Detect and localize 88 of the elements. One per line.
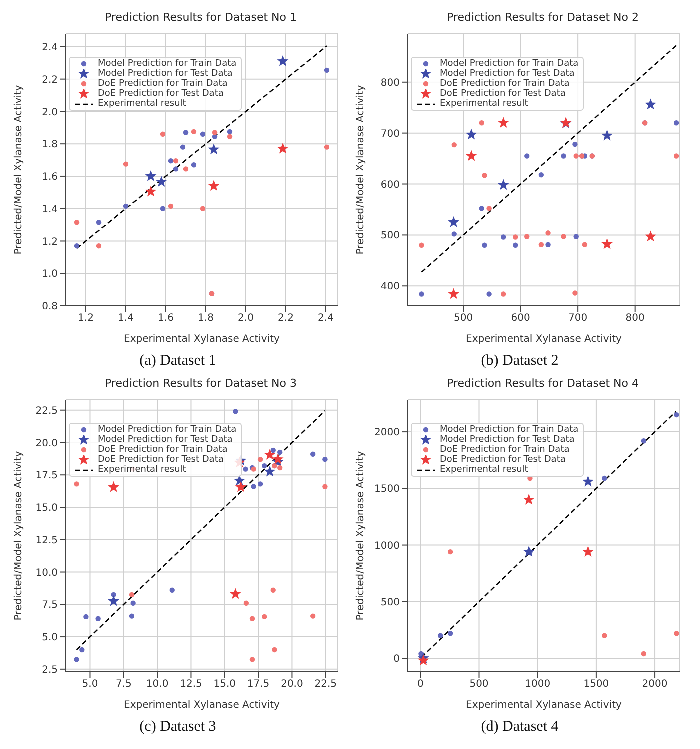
- x-axis-title: Experimental Xylanase Activity: [466, 334, 622, 345]
- x-tick-label: 500: [454, 313, 474, 324]
- y-tick-label: 800: [380, 78, 400, 89]
- x-tick-label: 2.2: [278, 313, 294, 324]
- x-axis-title: Experimental Xylanase Activity: [124, 334, 280, 345]
- legend-label: Model Prediction for Test Data: [440, 69, 575, 79]
- x-tick-label: 700: [568, 313, 588, 324]
- x-tick-label: 10.0: [146, 679, 169, 690]
- x-tick-label: 500: [470, 679, 489, 690]
- x-tick-label: 1000: [525, 679, 551, 690]
- legend-label: Model Prediction for Train Data: [98, 425, 237, 435]
- x-axis-title: Experimental Xylanase Activity: [466, 700, 622, 711]
- x-tick-label: 5.0: [82, 679, 98, 690]
- legend-label: Model Prediction for Train Data: [440, 425, 579, 435]
- text: (c) Dataset 3: [138, 718, 218, 737]
- y-tick-label: 0: [394, 654, 400, 666]
- y-tick-label: 1.8: [42, 140, 58, 151]
- y-tick-label: 600: [380, 180, 400, 191]
- legend-label: DoE Prediction for Train Data: [440, 445, 570, 455]
- x-tick-label: 1.6: [158, 313, 174, 324]
- y-axis-title: Predicted/Model Xylanase Activity: [356, 451, 367, 621]
- x-tick-label: 7.5: [116, 679, 132, 690]
- y-tick-label: 1.6: [42, 172, 58, 184]
- y-tick-label: 1.4: [42, 204, 58, 216]
- y-tick-label: 700: [380, 128, 400, 140]
- y-tick-label: 22.5: [36, 406, 58, 417]
- legend-label: Experimental result: [98, 99, 186, 109]
- text: (a) Dataset 1: [138, 352, 218, 371]
- x-tick-label: 2000: [642, 679, 668, 690]
- y-axis-title: Predicted/Model Xylanase Activity: [356, 85, 367, 255]
- x-tick-label: 2.4: [318, 313, 334, 324]
- legend-label: DoE Prediction for Train Data: [440, 79, 570, 89]
- legend-label: DoE Prediction for Test Data: [98, 455, 224, 465]
- legend-label: Model Prediction for Test Data: [98, 435, 233, 445]
- legend-label: DoE Prediction for Train Data: [98, 445, 228, 455]
- chart-title: Prediction Results for Dataset No 4: [446, 376, 640, 392]
- y-tick-label: 5.0: [42, 632, 58, 644]
- x-tick-label: 800: [626, 313, 645, 324]
- y-tick-label: 2.5: [42, 664, 58, 676]
- chart-title: Prediction Results for Dataset No 1: [104, 10, 298, 26]
- y-tick-label: 2.4: [42, 42, 58, 54]
- legend-label: DoE Prediction for Train Data: [98, 79, 228, 89]
- y-tick-label: 1.2: [42, 236, 58, 248]
- x-axis-title: Experimental Xylanase Activity: [124, 700, 280, 711]
- x-tick-label: 1.4: [118, 313, 134, 324]
- chart-title: Prediction Results for Dataset No 3: [104, 376, 298, 392]
- y-axis-title: Predicted/Model Xylanase Activity: [14, 85, 25, 255]
- legend-label: Model Prediction for Test Data: [440, 435, 575, 445]
- y-tick-label: 20.0: [36, 438, 58, 450]
- y-tick-label: 0.8: [42, 302, 58, 313]
- legend-label: DoE Prediction for Test Data: [440, 455, 566, 465]
- legend-label: Model Prediction for Train Data: [440, 59, 579, 69]
- y-tick-label: 2.0: [42, 107, 58, 118]
- x-tick-label: 0: [417, 679, 424, 690]
- chart-title: Prediction Results for Dataset No 2: [446, 10, 640, 26]
- y-tick-label: 12.5: [36, 535, 58, 546]
- y-tick-label: 17.5: [36, 470, 58, 482]
- y-tick-label: 2000: [374, 428, 400, 439]
- x-tick-label: 1.2: [78, 313, 94, 324]
- x-tick-label: 20.0: [281, 679, 304, 690]
- legend-label: Experimental result: [440, 465, 528, 475]
- y-tick-label: 1500: [374, 484, 400, 496]
- legend-label: DoE Prediction for Test Data: [98, 89, 224, 99]
- x-tick-label: 1.8: [198, 313, 214, 324]
- legend-label: Model Prediction for Train Data: [98, 59, 237, 69]
- y-tick-label: 10.0: [36, 568, 58, 579]
- x-tick-label: 600: [511, 313, 530, 324]
- legend-label: Experimental result: [440, 99, 528, 109]
- legend-label: Experimental result: [98, 465, 186, 475]
- y-axis-title: Predicted/Model Xylanase Activity: [14, 451, 25, 621]
- x-tick-label: 12.5: [180, 679, 202, 690]
- y-tick-label: 500: [380, 597, 400, 608]
- x-tick-label: 2.0: [238, 313, 254, 324]
- x-tick-label: 1500: [584, 679, 610, 690]
- y-tick-label: 2.2: [42, 74, 58, 86]
- y-tick-label: 400: [380, 282, 400, 293]
- legend-label: DoE Prediction for Test Data: [440, 89, 566, 99]
- y-tick-label: 1000: [374, 540, 400, 552]
- text: (d) Dataset 4: [480, 718, 560, 737]
- y-tick-label: 500: [380, 230, 400, 242]
- y-tick-label: 1.0: [42, 269, 58, 280]
- y-tick-label: 7.5: [42, 600, 58, 612]
- y-tick-label: 15.0: [36, 503, 58, 514]
- text: (b) Dataset 2: [480, 352, 560, 371]
- legend-label: Model Prediction for Test Data: [98, 69, 233, 79]
- x-tick-label: 22.5: [314, 679, 338, 690]
- x-tick-label: 17.5: [247, 679, 270, 690]
- x-tick-label: 15.0: [214, 679, 236, 690]
